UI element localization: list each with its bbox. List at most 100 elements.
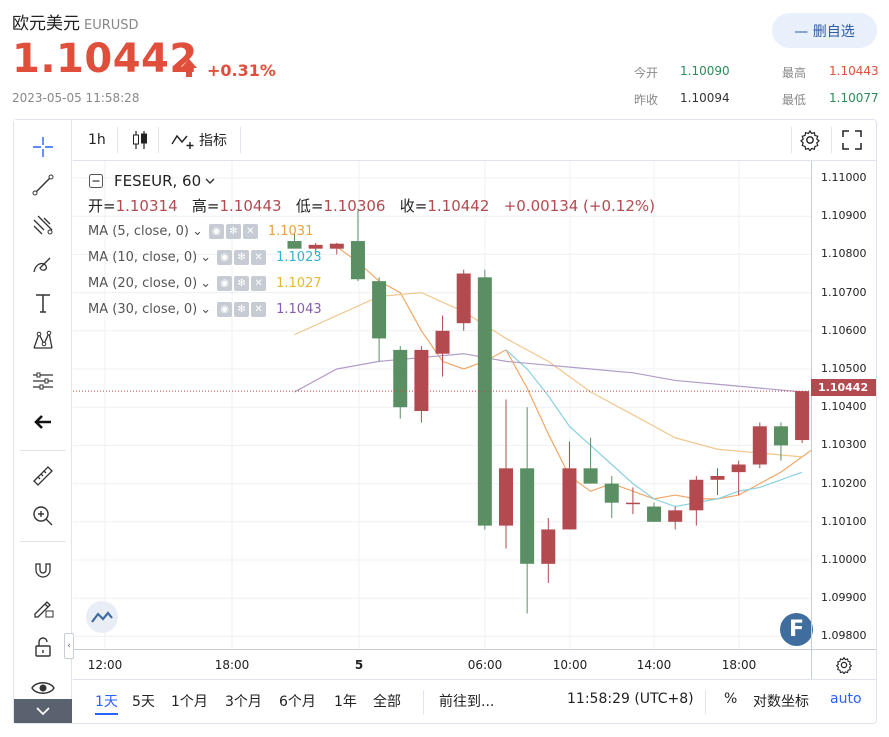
range-all[interactable]: 全部	[373, 694, 401, 710]
ma-line-ma5	[336, 246, 811, 500]
range-1y[interactable]: 1年	[334, 694, 357, 710]
ohlc-readout: 开=1.10314 高=1.10443 低=1.10306 收=1.10442 …	[88, 197, 655, 215]
clock[interactable]: 11:58:29 (UTC+8)	[567, 691, 694, 707]
gear-icon[interactable]: ✻	[234, 302, 250, 317]
ma-label: MA (30, close, 0)	[88, 302, 198, 317]
pattern-tool-icon[interactable]	[14, 326, 72, 356]
collapse-legend-icon[interactable]	[88, 173, 104, 189]
ma-label: MA (5, close, 0)	[88, 224, 189, 239]
candle-body	[350, 241, 365, 280]
zoom-in-icon[interactable]	[14, 501, 72, 531]
chevron-down-icon[interactable]	[205, 177, 215, 185]
prediction-tool-icon[interactable]	[14, 366, 72, 396]
candle-body	[520, 468, 535, 564]
candle-type-button[interactable]	[131, 120, 149, 160]
brand-badge-icon: F	[780, 613, 813, 646]
up-arrow-icon	[181, 59, 197, 77]
eye-icon[interactable]: ◉	[217, 302, 233, 317]
brush-icon[interactable]	[14, 250, 72, 280]
ma-value: 1.1023	[276, 250, 322, 265]
candle-body	[414, 349, 429, 412]
eye-icon[interactable]: ◉	[208, 224, 224, 239]
fullscreen-button[interactable]	[841, 120, 863, 160]
range-3m[interactable]: 3个月	[225, 694, 262, 710]
time-axis[interactable]: 12:00 18:00 5 06:00 10:00 14:00 18:00	[73, 649, 811, 679]
eye-icon[interactable]: ◉	[217, 276, 233, 291]
percent-toggle[interactable]: %	[724, 691, 738, 707]
ma-label: MA (10, close, 0)	[88, 250, 198, 265]
lock-drawing-icon[interactable]	[14, 593, 72, 623]
instrument-code: EURUSD	[84, 18, 139, 33]
eye-icon[interactable]	[14, 673, 72, 703]
price-tick-label: 1.10600	[821, 323, 867, 337]
price-change: +0.31%	[207, 61, 276, 80]
unlock-icon[interactable]	[14, 632, 72, 662]
drawing-toolbar	[14, 120, 72, 723]
ma-line-ma30	[294, 353, 803, 393]
log-scale-toggle[interactable]: 对数坐标	[753, 694, 809, 710]
toolbar-toggle-handle[interactable]: ‹	[64, 633, 74, 659]
range-5d[interactable]: 5天	[132, 694, 155, 710]
price-tick-label: 1.10900	[821, 209, 867, 223]
candle-body	[562, 468, 577, 530]
candle-body	[710, 475, 725, 480]
interval-button[interactable]: 1h	[88, 132, 106, 148]
collapse-toolbar-button[interactable]	[14, 699, 72, 723]
gear-icon[interactable]: ✻	[225, 224, 241, 239]
time-tick-label: 14:00	[636, 658, 672, 672]
gear-icon[interactable]: ✻	[234, 276, 250, 291]
crosshair-icon[interactable]	[14, 132, 72, 162]
time-tick-label: 06:00	[467, 658, 503, 672]
gear-icon	[800, 129, 820, 151]
ma-value: 1.1031	[267, 224, 314, 239]
text-tool-icon[interactable]	[14, 288, 72, 318]
chevron-down-icon	[36, 707, 50, 716]
fullscreen-icon	[842, 130, 862, 150]
candle-body	[647, 506, 662, 522]
gear-icon[interactable]: ✻	[234, 250, 250, 265]
fib-tool-icon[interactable]	[14, 210, 72, 240]
close-icon[interactable]: ✕	[251, 276, 267, 291]
price-tick-label: 1.10700	[821, 285, 867, 299]
candle-body	[583, 468, 598, 484]
gear-icon	[835, 656, 853, 674]
last-price: 1.10442	[12, 36, 198, 82]
ruler-icon[interactable]	[14, 461, 72, 491]
trend-line-icon[interactable]	[14, 170, 72, 200]
close-icon[interactable]: ✕	[242, 224, 258, 239]
range-bar: 1天 5天 1个月 3个月 6个月 1年 全部 前往到... 11:58:29 …	[73, 679, 876, 723]
auto-scale-toggle[interactable]: auto	[830, 691, 862, 707]
candles-icon	[133, 131, 147, 149]
open-value: 1.10090	[680, 64, 730, 78]
candle-body	[372, 281, 387, 339]
time-tick-label: 12:00	[87, 658, 123, 672]
close-icon[interactable]: ✕	[251, 302, 267, 317]
back-arrow-icon[interactable]	[14, 407, 72, 437]
range-1d[interactable]: 1天	[95, 691, 118, 715]
price-tick-label: 1.11000	[821, 171, 867, 184]
instrument-name: 欧元美元 EURUSD	[12, 14, 139, 34]
price-chart[interactable]	[73, 161, 811, 649]
price-tick-label: 1.10300	[821, 438, 867, 452]
price-axis[interactable]: 1.11000 1.10900 1.10800 1.10700 1.10600 1.105…	[811, 161, 876, 649]
close-icon[interactable]: ✕	[251, 250, 267, 265]
candle-body	[329, 243, 344, 249]
price-tick-label: 1.10500	[821, 362, 867, 375]
chart-symbol: FESEUR, 60	[114, 172, 202, 190]
remove-favorite-button[interactable]: — 删自选	[772, 13, 877, 48]
ma-value: 1.1027	[276, 276, 322, 291]
quote-header: 欧元美元 EURUSD 1.10442 +0.31% 2023-05-05 11:…	[0, 0, 889, 118]
price-tick-label: 1.10800	[821, 247, 867, 261]
chart-legend-title: FESEUR, 60	[88, 172, 215, 190]
eye-icon[interactable]: ◉	[217, 250, 233, 265]
low-value: 1.10077	[829, 91, 879, 105]
range-6m[interactable]: 6个月	[279, 694, 316, 710]
goto-date-button[interactable]: 前往到...	[439, 694, 495, 710]
settings-button[interactable]	[799, 120, 821, 160]
axis-settings-button[interactable]	[811, 649, 876, 679]
candle-body	[668, 510, 683, 522]
range-1m[interactable]: 1个月	[171, 694, 208, 710]
low-label: 最低	[782, 93, 807, 107]
magnet-icon[interactable]	[14, 554, 72, 584]
indicators-button[interactable]: 指标	[171, 120, 227, 160]
